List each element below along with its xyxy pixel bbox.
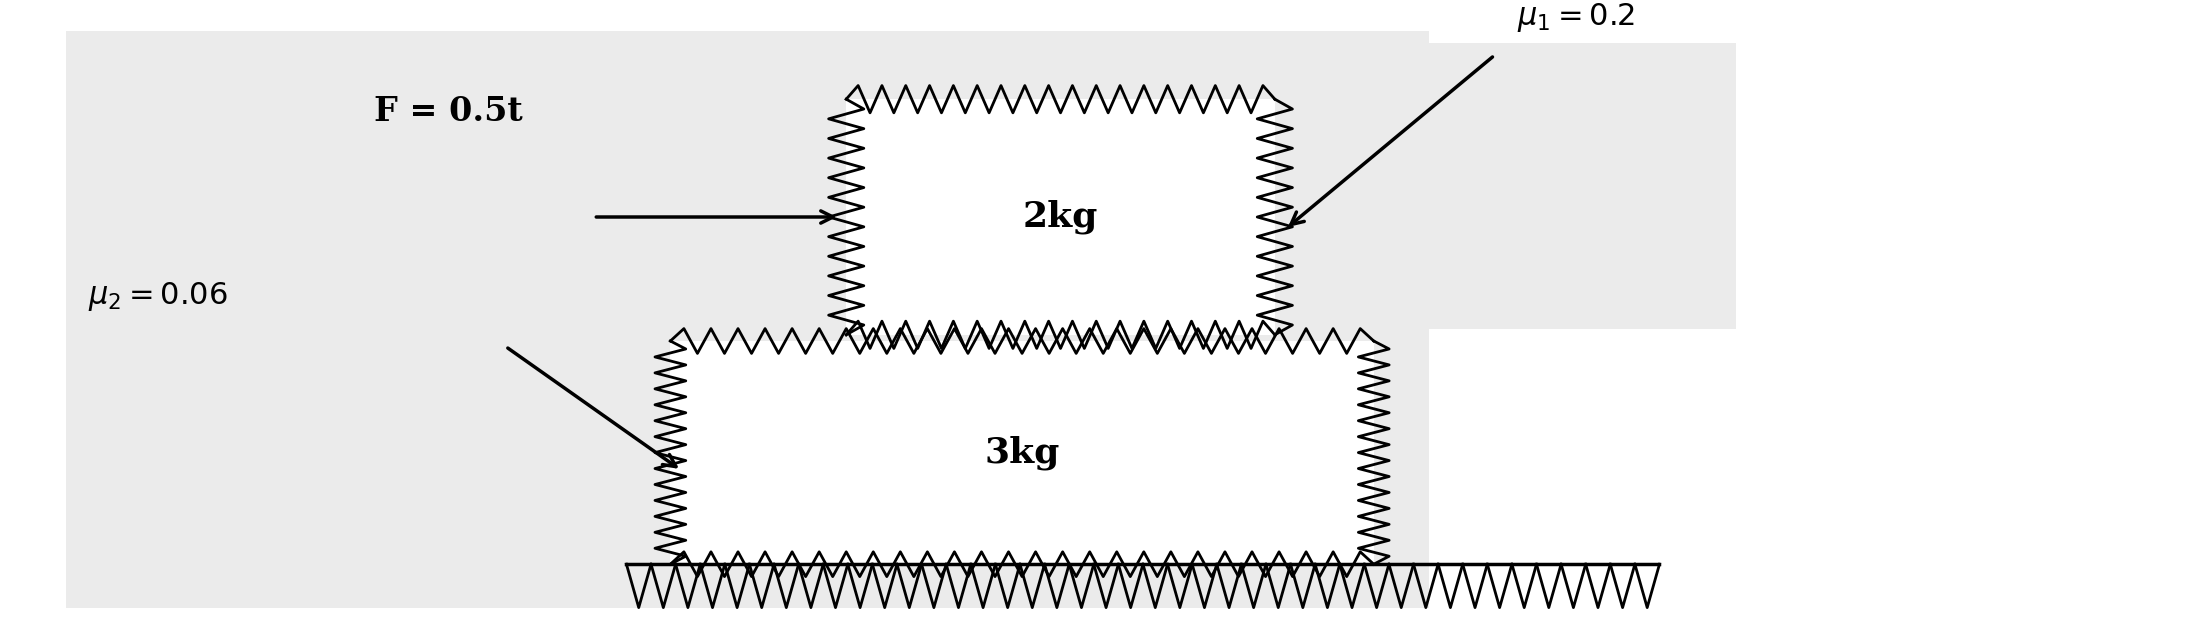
- Bar: [66, 31, 1429, 608]
- Text: F = 0.5t: F = 0.5t: [374, 95, 523, 128]
- Bar: [1253, 43, 1736, 329]
- Bar: [846, 99, 1275, 335]
- Text: $\mu_2 = 0.06$: $\mu_2 = 0.06$: [88, 280, 229, 313]
- Text: $\mu_1 = 0.2$: $\mu_1 = 0.2$: [1517, 1, 1633, 35]
- Text: 2kg: 2kg: [1022, 200, 1099, 234]
- Bar: [670, 341, 1374, 564]
- Text: 3kg: 3kg: [985, 435, 1059, 470]
